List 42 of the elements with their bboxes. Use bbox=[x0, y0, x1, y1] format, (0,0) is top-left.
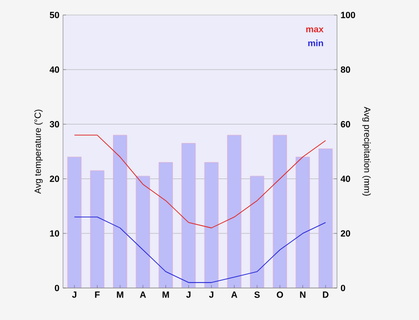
bar bbox=[67, 156, 82, 288]
bar bbox=[113, 134, 128, 288]
bar bbox=[227, 134, 242, 288]
y2-tick-label: 40 bbox=[340, 176, 350, 182]
bar bbox=[182, 143, 196, 288]
y-tick-label: 40 bbox=[50, 66, 60, 73]
bar bbox=[158, 162, 173, 288]
y-tick-label: 50 bbox=[50, 12, 60, 18]
bar bbox=[318, 148, 333, 288]
bar bbox=[250, 176, 264, 288]
y2-axis-title: Avg precipitation (mm) bbox=[362, 106, 371, 196]
x-tick-label: J bbox=[72, 292, 76, 298]
x-tick-label: J bbox=[186, 292, 190, 298]
x-tick-label: O bbox=[276, 292, 284, 298]
x-tick-label: N bbox=[300, 292, 306, 298]
bar bbox=[90, 170, 104, 288]
x-tick-label: S bbox=[254, 292, 260, 298]
x-tick-label: M bbox=[116, 292, 124, 298]
y2-tick-label: 60 bbox=[340, 121, 350, 128]
y-tick-label: 10 bbox=[50, 230, 60, 237]
line-series bbox=[74, 216, 326, 283]
x-tick-label: J bbox=[209, 292, 214, 298]
x-tick-label: D bbox=[322, 292, 328, 298]
y2-tick-label: 100 bbox=[341, 12, 356, 18]
y-tick-label: 30 bbox=[50, 121, 60, 128]
x-tick-label: F bbox=[95, 292, 100, 298]
y2-tick-label: 80 bbox=[340, 66, 350, 73]
bar bbox=[272, 134, 287, 288]
line-series bbox=[74, 134, 326, 228]
bar bbox=[136, 176, 150, 288]
bar bbox=[204, 162, 218, 288]
x-tick-label: A bbox=[140, 292, 146, 298]
bar bbox=[296, 156, 310, 288]
text: min bbox=[308, 40, 324, 46]
y-tick-label: 0 bbox=[54, 284, 60, 292]
y2-tick-label: 0 bbox=[340, 284, 346, 292]
y-axis-title: Avg temperature (°C) bbox=[34, 110, 43, 194]
text: max bbox=[306, 27, 324, 32]
y2-tick-label: 20 bbox=[340, 230, 350, 237]
x-tick-label: M bbox=[162, 292, 169, 298]
x-tick-label: A bbox=[231, 292, 238, 298]
y-tick-label: 20 bbox=[50, 176, 60, 182]
